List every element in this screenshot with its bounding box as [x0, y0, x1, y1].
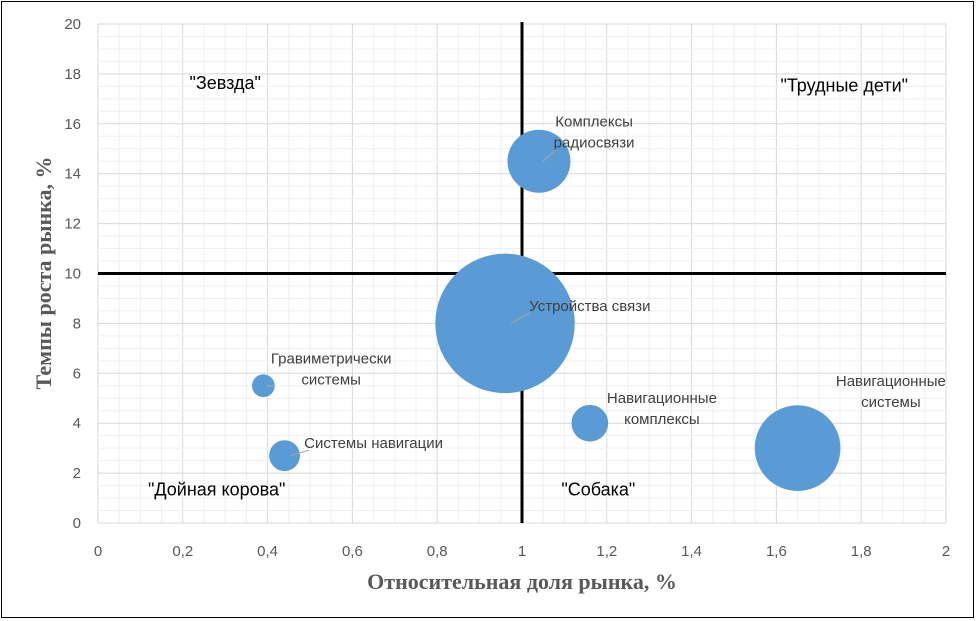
quadrant-labels: "Зевзда" "Трудные дети" "Дойная корова" "Со…: [148, 73, 908, 500]
leader-line: [542, 148, 557, 162]
y-tick-label: 10: [64, 266, 81, 283]
x-tick-labels: 0 0,2 0,4 0,6 0,8 1 1,2 1,4 1,6 1,8 2: [94, 543, 950, 560]
quadrant-label: "Дойная корова": [148, 480, 285, 500]
x-tick-label: 1,2: [596, 543, 617, 560]
y-tick-labels: 0 2 4 6 8 10 12 14 16 18 20: [64, 16, 81, 532]
bubble: [571, 404, 609, 442]
y-tick-label: 2: [73, 465, 81, 482]
x-tick-label: 0,6: [342, 543, 363, 560]
bubbles: [252, 129, 841, 491]
x-tick-label: 1: [518, 543, 526, 560]
leader-line: [510, 312, 530, 324]
x-tick-label: 1,6: [766, 543, 787, 560]
y-tick-label: 8: [73, 315, 81, 332]
y-tick-label: 0: [73, 515, 81, 532]
y-tick-label: 18: [64, 66, 81, 83]
bubble-label: Устройства связи: [529, 298, 650, 315]
bubble: [252, 374, 275, 398]
x-tick-label: 1,8: [851, 543, 872, 560]
x-tick-label: 1,4: [681, 543, 702, 560]
x-tick-label: 2: [942, 543, 950, 560]
bubble-label: Гравиметрически системы: [271, 350, 392, 388]
quadrant-label: "Собака": [561, 480, 635, 500]
y-tick-label: 14: [64, 166, 81, 183]
x-tick-label: 0,2: [172, 543, 193, 560]
bubble-label: Навигационные комплексы: [607, 390, 717, 428]
y-tick-label: 20: [64, 16, 81, 33]
y-tick-label: 16: [64, 116, 81, 133]
x-tick-label: 0: [94, 543, 102, 560]
bubble: [754, 405, 841, 491]
x-tick-label: 0,8: [427, 543, 448, 560]
bubble: [435, 253, 575, 394]
bubble: [507, 129, 571, 193]
bubble-label: Комплексы радиосвязи: [554, 113, 635, 151]
quadrant-label: "Зевзда": [189, 73, 260, 93]
bubble-labels: Комплексы радиосвязи Устройства связи Грави…: [266, 113, 946, 457]
quadrant-label: "Трудные дети": [780, 75, 908, 95]
x-axis-title: Относительная доля рынка, %: [367, 569, 677, 594]
y-tick-label: 4: [73, 415, 81, 432]
bubble-label: Системы навигации: [304, 435, 443, 452]
y-axis-title: Темпы роста рынка, %: [31, 157, 56, 390]
bubble: [269, 440, 300, 472]
bubble-label: Навигационные системы: [836, 373, 946, 411]
y-tick-label: 12: [64, 216, 81, 233]
y-tick-label: 6: [73, 365, 81, 382]
leader-line: [290, 449, 310, 457]
x-tick-label: 0,4: [257, 543, 278, 560]
leader-line: [266, 385, 275, 387]
